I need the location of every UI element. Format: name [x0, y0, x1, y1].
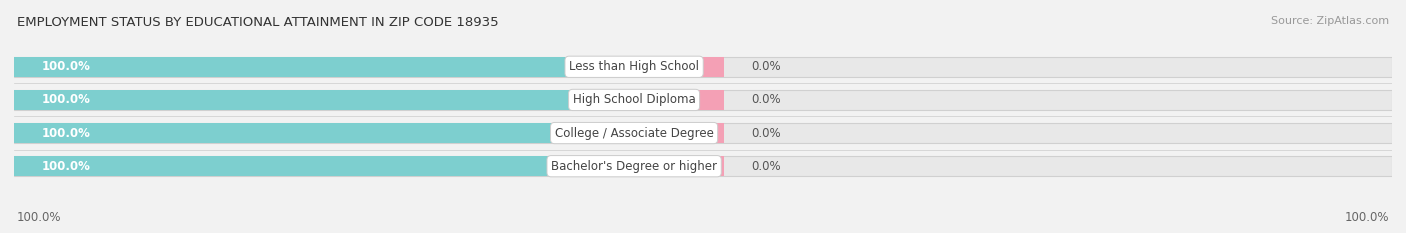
Text: 0.0%: 0.0%	[751, 60, 780, 73]
Text: 100.0%: 100.0%	[42, 60, 90, 73]
Bar	[14, 156, 1392, 176]
Bar	[634, 90, 724, 110]
Bar	[14, 57, 1392, 77]
Text: 100.0%: 100.0%	[42, 93, 90, 106]
Text: College / Associate Degree: College / Associate Degree	[555, 127, 713, 140]
Bar	[634, 123, 724, 143]
Text: 100.0%: 100.0%	[42, 127, 90, 140]
Bar	[634, 57, 724, 77]
Text: 0.0%: 0.0%	[751, 127, 780, 140]
Text: 0.0%: 0.0%	[751, 160, 780, 173]
Bar	[14, 90, 1392, 110]
Text: 100.0%: 100.0%	[17, 211, 62, 224]
Text: High School Diploma: High School Diploma	[572, 93, 696, 106]
Bar	[14, 57, 634, 77]
Text: 100.0%: 100.0%	[42, 160, 90, 173]
Text: Source: ZipAtlas.com: Source: ZipAtlas.com	[1271, 16, 1389, 26]
Bar	[14, 123, 634, 143]
Text: 0.0%: 0.0%	[751, 93, 780, 106]
Bar	[14, 123, 1392, 143]
Bar	[634, 156, 724, 176]
Text: 100.0%: 100.0%	[1344, 211, 1389, 224]
Bar	[14, 156, 634, 176]
Text: Bachelor's Degree or higher: Bachelor's Degree or higher	[551, 160, 717, 173]
Text: EMPLOYMENT STATUS BY EDUCATIONAL ATTAINMENT IN ZIP CODE 18935: EMPLOYMENT STATUS BY EDUCATIONAL ATTAINM…	[17, 16, 499, 29]
Text: Less than High School: Less than High School	[569, 60, 699, 73]
Bar	[14, 90, 634, 110]
